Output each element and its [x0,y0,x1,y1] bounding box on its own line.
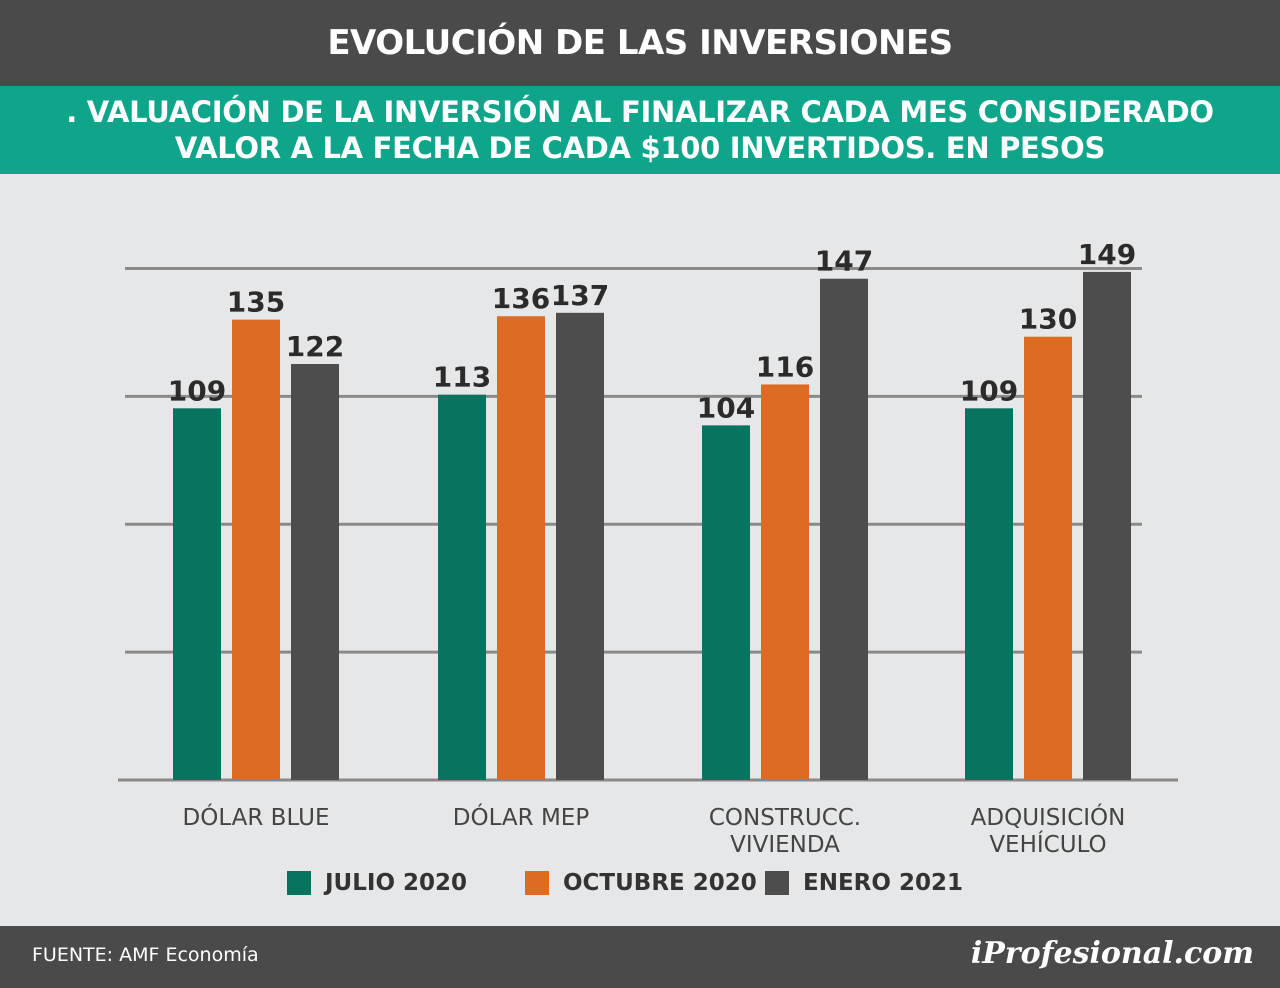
category-label: DÓLAR BLUE [183,803,330,831]
category-label: VIVIENDA [730,832,840,858]
bar [438,394,486,780]
footer: FUENTE: AMF Economía iProfesional.com [0,926,1280,988]
bar [965,408,1013,780]
brand-logo: iProfesional.com [970,936,1254,971]
bar [761,384,809,780]
data-label: 109 [168,374,226,407]
data-label: 130 [1019,303,1077,336]
bar [232,319,280,780]
legend-label-enero: ENERO 2021 [803,870,963,896]
bar [497,316,545,780]
legend-label-julio: JULIO 2020 [325,870,468,896]
chart-title: EVOLUCIÓN DE LAS INVERSIONES [0,0,1280,86]
bar [1024,336,1072,780]
data-label: 149 [1078,238,1136,271]
data-label: 135 [227,286,285,319]
bar [291,363,339,780]
legend-swatch-julio [287,871,311,895]
category-label: DÓLAR MEP [453,803,590,831]
category-label: ADQUISICIÓN [971,803,1126,831]
bar [173,408,221,780]
legend-label-octubre: OCTUBRE 2020 [563,870,757,896]
subtitle-line-2: VALOR A LA FECHA DE CADA $100 INVERTIDOS… [174,131,1106,165]
data-label: 116 [756,350,814,383]
data-label: 137 [551,279,609,312]
category-label: VEHÍCULO [989,830,1106,858]
category-label: CONSTRUCC. [709,805,861,831]
data-label: 113 [433,361,491,394]
chart-subtitle: . VALUACIÓN DE LA INVERSIÓN AL FINALIZAR… [0,86,1280,174]
legend: JULIO 2020 OCTUBRE 2020 ENERO 2021 [0,866,1280,900]
data-label: 109 [960,374,1018,407]
data-label: 104 [697,391,755,424]
chart-title-text: EVOLUCIÓN DE LAS INVERSIONES [327,23,953,63]
subtitle-line-1: . VALUACIÓN DE LA INVERSIÓN AL FINALIZAR… [66,95,1214,129]
bar [556,312,604,780]
bar [702,425,750,780]
legend-item-julio: JULIO 2020 [287,866,467,900]
legend-item-octubre: OCTUBRE 2020 [525,866,757,900]
legend-swatch-enero [765,871,789,895]
data-label: 136 [492,282,550,315]
data-label: 122 [286,330,344,363]
source-text: FUENTE: AMF Economía [32,944,259,966]
bar [1083,271,1131,780]
bar [820,278,868,780]
legend-item-enero: ENERO 2021 [765,866,963,900]
legend-swatch-octubre [525,871,549,895]
data-label: 147 [815,245,873,278]
